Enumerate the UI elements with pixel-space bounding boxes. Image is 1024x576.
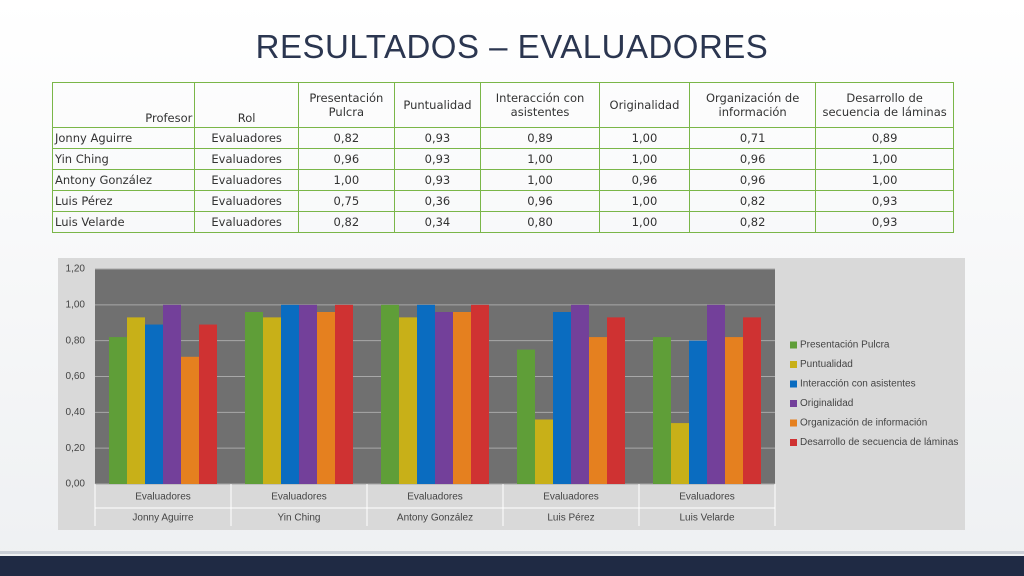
bar bbox=[335, 304, 353, 484]
x-tick-label: Evaluadores bbox=[407, 492, 463, 503]
table-cell: 0,93 bbox=[393, 148, 482, 170]
table-cell: Desarrollo de secuencia de láminas bbox=[815, 82, 954, 128]
bar bbox=[471, 304, 489, 484]
x-group-label: Jonny Aguirre bbox=[132, 513, 194, 524]
table-cell: 1,00 bbox=[598, 211, 691, 233]
table-cell: Luis Velarde bbox=[51, 211, 196, 233]
table-cell: Evaluadores bbox=[194, 211, 299, 233]
bar bbox=[109, 337, 127, 484]
legend-swatch bbox=[790, 361, 797, 368]
legend-label: Presentación Pulcra bbox=[800, 340, 890, 351]
table-cell: Rol bbox=[194, 82, 299, 128]
y-tick-label: 0,00 bbox=[66, 479, 86, 490]
bar bbox=[653, 337, 671, 484]
y-tick-label: 0,40 bbox=[66, 407, 86, 418]
bar bbox=[245, 312, 263, 484]
table-cell: 0,93 bbox=[815, 190, 954, 212]
y-tick-label: 1,00 bbox=[66, 299, 86, 310]
bar bbox=[517, 349, 535, 484]
table-cell: Interacción con asistentes bbox=[480, 82, 600, 128]
x-group-label: Yin Ching bbox=[278, 513, 321, 524]
table-row: Luis Pérez Evaluadores 0,75 0,36 0,96 1,00 0,8… bbox=[51, 190, 954, 212]
legend-label: Interacción con asistentes bbox=[800, 379, 916, 390]
table-cell: Presentación Pulcra bbox=[297, 82, 395, 128]
legend-swatch bbox=[790, 341, 797, 349]
footer-bar bbox=[0, 556, 1024, 576]
legend-label: Originalidad bbox=[800, 398, 853, 409]
table-cell: 0,93 bbox=[815, 211, 954, 233]
table-cell: 1,00 bbox=[598, 190, 691, 212]
table-cell: 0,82 bbox=[688, 211, 817, 233]
bar bbox=[181, 356, 199, 484]
results-table: Profesor Rol Presentación Pulcra Puntualida… bbox=[51, 82, 954, 233]
bar bbox=[381, 304, 399, 484]
x-group-label: Antony González bbox=[397, 513, 473, 524]
table-row: Profesor Rol Presentación Pulcra Puntualida… bbox=[51, 82, 954, 128]
table-cell: 1,00 bbox=[815, 169, 954, 191]
table-row: Luis Velarde Evaluadores 0,82 0,34 0,80 1,00 0… bbox=[51, 211, 954, 233]
bar bbox=[689, 340, 707, 484]
bar bbox=[707, 304, 725, 484]
x-tick-label: Evaluadores bbox=[543, 492, 599, 503]
footer-line bbox=[0, 551, 1024, 554]
bar bbox=[317, 312, 335, 484]
bar bbox=[127, 317, 145, 484]
table-cell: 0,34 bbox=[393, 211, 482, 233]
x-group-label: Luis Pérez bbox=[547, 513, 594, 524]
x-tick-label: Evaluadores bbox=[135, 492, 191, 503]
table-cell: Originalidad bbox=[598, 82, 691, 128]
table-cell: Organización de información bbox=[688, 82, 817, 128]
x-group-label: Luis Velarde bbox=[679, 513, 734, 524]
bar bbox=[163, 304, 181, 484]
y-tick-label: 0,20 bbox=[66, 443, 86, 454]
bar bbox=[435, 312, 453, 484]
table-row: Jonny Aguirre Evaluadores 0,82 0,93 0,89 1,00… bbox=[51, 127, 954, 149]
x-tick-label: Evaluadores bbox=[271, 492, 327, 503]
legend-swatch bbox=[790, 400, 797, 407]
bar bbox=[145, 324, 163, 484]
bar bbox=[671, 423, 689, 484]
bar bbox=[299, 304, 317, 484]
bar bbox=[553, 312, 571, 484]
bar bbox=[417, 304, 435, 484]
legend-swatch bbox=[790, 419, 797, 427]
table-cell: Profesor bbox=[51, 82, 196, 128]
bar bbox=[281, 304, 299, 484]
bar bbox=[589, 337, 607, 484]
bar bbox=[571, 304, 589, 484]
legend-label: Desarrollo de secuencia de láminas bbox=[800, 437, 958, 448]
legend-swatch bbox=[790, 380, 797, 388]
bar bbox=[199, 324, 217, 484]
legend-swatch bbox=[790, 439, 797, 446]
bar bbox=[535, 419, 553, 484]
table-cell: 0,96 bbox=[688, 148, 817, 170]
legend-label: Puntualidad bbox=[800, 359, 853, 370]
bar bbox=[453, 312, 471, 484]
table-cell: 0,89 bbox=[815, 127, 954, 149]
table-cell: 0,96 bbox=[688, 169, 817, 191]
slide-title: RESULTADOS – EVALUADORES bbox=[255, 28, 769, 65]
table-cell: 0,82 bbox=[297, 127, 395, 149]
y-tick-label: 1,20 bbox=[66, 264, 86, 275]
bar bbox=[399, 317, 417, 484]
y-tick-label: 0,80 bbox=[66, 335, 86, 346]
bar bbox=[263, 317, 281, 484]
bar bbox=[743, 317, 761, 484]
table-cell: 0,96 bbox=[297, 148, 395, 170]
bar bbox=[607, 317, 625, 484]
legend-label: Organización de información bbox=[800, 418, 927, 429]
x-tick-label: Evaluadores bbox=[679, 492, 735, 503]
table-cell: 0,80 bbox=[480, 211, 600, 233]
table-cell: Puntualidad bbox=[393, 82, 482, 128]
y-tick-label: 0,60 bbox=[66, 371, 86, 382]
bar bbox=[725, 337, 743, 484]
